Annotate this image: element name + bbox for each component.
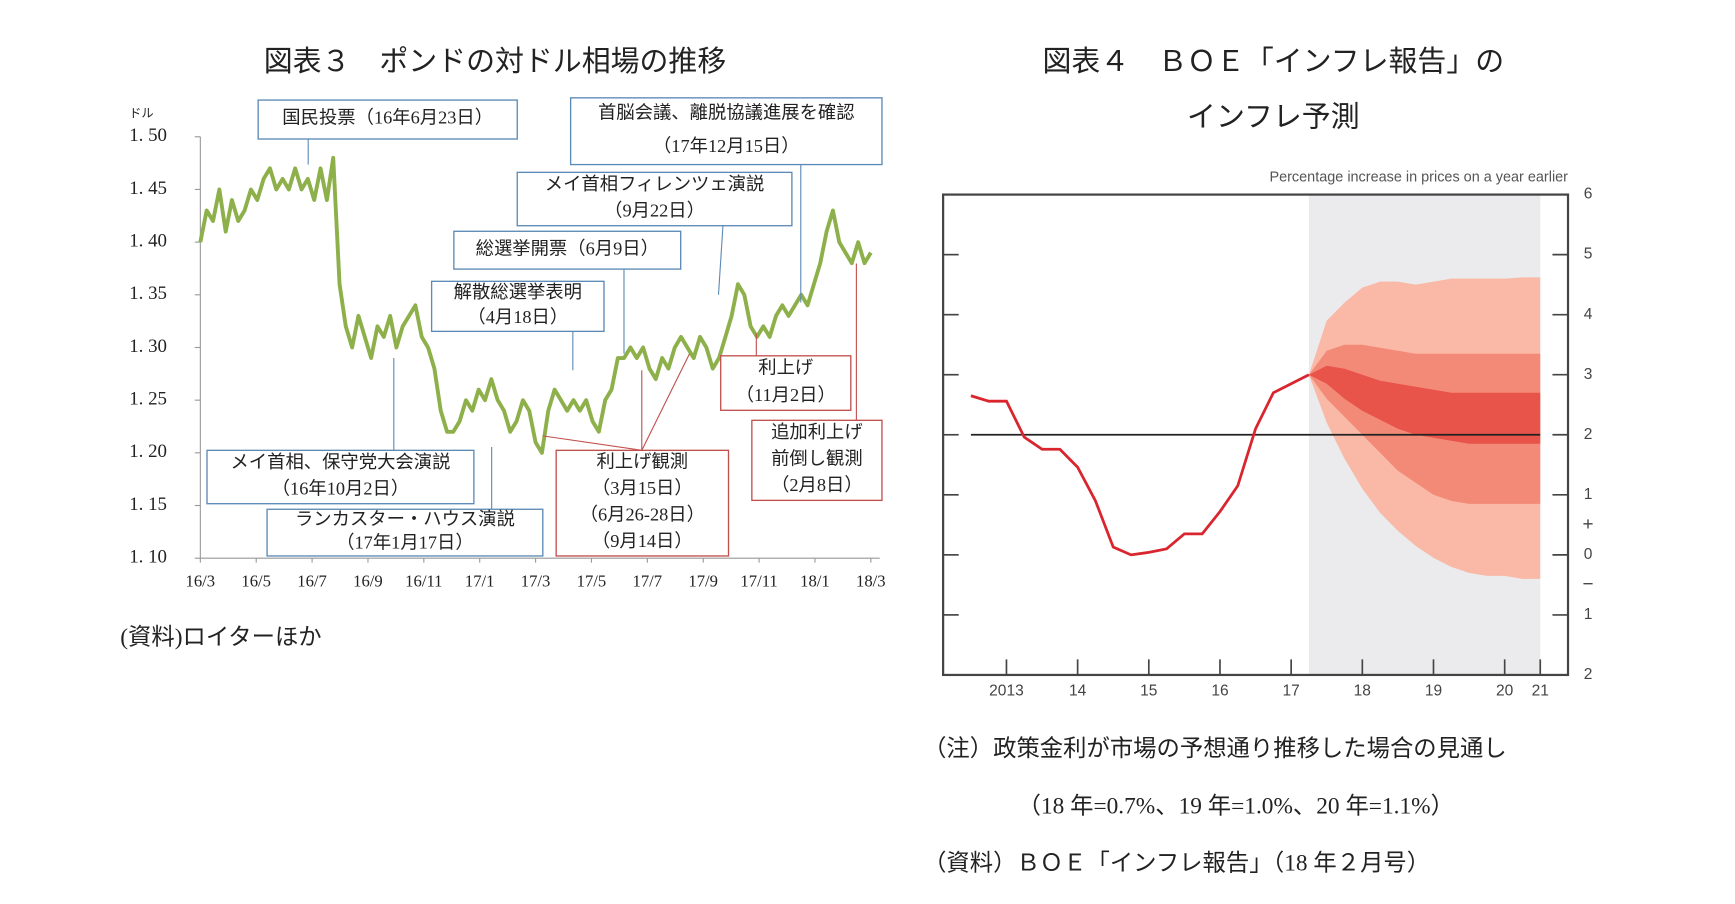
x-tick-label: 20 — [1496, 683, 1514, 700]
annotation-box — [516, 171, 793, 227]
chart-title: インフレ予測 — [1187, 102, 1360, 134]
chart-title: 図表３ ポンドの対ドル相場の推移 — [264, 46, 727, 78]
y-tick-label: 6 — [1584, 186, 1593, 203]
y-tick-label: 1 — [1584, 486, 1593, 503]
x-tick-label: 16 — [1211, 683, 1228, 700]
y-tick-label: 3 — [1584, 366, 1593, 383]
y-tick-label: 1. 45 — [129, 178, 167, 199]
annotation-arrow — [542, 435, 642, 451]
annotation-text: （17年1月17日） — [336, 532, 473, 552]
annotation-text: （3月15日） — [592, 478, 693, 498]
x-tick-label: 17/5 — [577, 571, 607, 590]
price-line — [198, 155, 873, 455]
x-tick-label: 16/11 — [405, 571, 442, 590]
y-tick-label: 1. 20 — [129, 441, 167, 462]
y-tick-label: 1. 15 — [129, 494, 167, 515]
chart-title: 図表４ ＢＯＥ「インフレ報告」の — [1043, 46, 1505, 78]
x-tick-label: 17/9 — [688, 571, 718, 590]
y-tick-label: 1. 25 — [129, 388, 167, 409]
x-tick-label: 17/3 — [521, 571, 551, 590]
x-tick-label: 2013 — [989, 683, 1024, 700]
x-tick-label: 16/5 — [241, 571, 271, 590]
y-tick-label: 2 — [1584, 426, 1593, 443]
x-tick-label: 16/9 — [353, 571, 383, 590]
annotation-text: 解散総選挙表明 — [454, 282, 582, 302]
x-tick-label: 16/7 — [297, 571, 327, 590]
annotation-box — [720, 355, 852, 411]
x-tick-label: 17 — [1283, 683, 1300, 700]
annotation-text: （6月26-28日） — [580, 505, 705, 525]
y-unit: ドル — [129, 106, 153, 120]
annotation-box — [430, 280, 605, 333]
x-tick-label: 17/7 — [633, 571, 663, 590]
x-tick-label: 16/3 — [186, 571, 216, 590]
y-tick-label: 1. 50 — [129, 125, 167, 146]
annotation-text: （17年12月15日） — [653, 136, 800, 156]
y-tick-label: 2 — [1584, 666, 1593, 683]
annotation-box — [266, 508, 544, 557]
annotation-text: ランカスター・ハウス演説 — [295, 509, 515, 529]
annotation-box — [555, 449, 730, 557]
annotation-box — [751, 419, 883, 502]
x-tick-label: 18/3 — [856, 571, 886, 590]
annotation-text: 国民投票（16年6月23日） — [282, 108, 493, 128]
y-tick-label: 4 — [1584, 306, 1593, 323]
x-tick-label: 18 — [1354, 683, 1371, 700]
annotation-text: （16年10月2日） — [272, 479, 409, 499]
annotation-text: （2月8日） — [771, 475, 863, 495]
note: （注）政策金利が市場の予想通り推移した場合の見通し — [923, 735, 1507, 762]
x-tick-label: 18/1 — [800, 571, 830, 590]
note: （18 年=0.7%、19 年=1.0%、20 年=1.1%） — [1018, 793, 1454, 820]
y-tick-label: 1 — [1584, 606, 1593, 623]
fan-band — [1308, 365, 1541, 444]
annotation-arrow — [641, 353, 691, 451]
annotation-box — [257, 99, 518, 140]
note: （資料）ＢＯＥ「インフレ報告」（18 年２月号） — [923, 849, 1430, 876]
y-tick-label: 1. 10 — [129, 547, 167, 568]
subtitle: Percentage increase in prices on a year … — [1269, 170, 1568, 186]
annotation-text: （9月22日） — [604, 201, 705, 221]
annotation-box — [453, 230, 682, 270]
y-tick-label: 1. 30 — [129, 336, 167, 357]
annotation-text: 前倒し観測 — [771, 449, 863, 469]
x-tick-label: 21 — [1532, 683, 1549, 700]
y-tick-label: 5 — [1584, 246, 1593, 263]
y-tick-label: 1. 40 — [129, 230, 167, 251]
annotation-text: （4月18日） — [467, 307, 568, 327]
annotation-text: 総選挙開票（6月9日） — [476, 238, 659, 258]
x-tick-label: 15 — [1140, 683, 1157, 700]
annotation-text: （9月14日） — [592, 531, 693, 551]
annotation-text: メイ首相フィレンツェ演説 — [545, 174, 765, 194]
annotation-box — [569, 97, 883, 166]
annotation-text: メイ首相、保守党大会演説 — [230, 452, 450, 472]
annotation-text: 利上げ — [758, 358, 813, 378]
cpi-line — [970, 373, 1310, 557]
y-tick-label: 0 — [1584, 546, 1593, 563]
annotation-arrow — [717, 225, 724, 295]
annotation-text: 利上げ観測 — [597, 452, 689, 472]
x-tick-label: 14 — [1069, 683, 1087, 700]
source: (資料)ロイターほか — [120, 624, 321, 651]
annotation-text: 首脳会議、離脱協議進展を確認 — [598, 103, 855, 123]
annotation-text: （11月2日） — [736, 385, 836, 405]
annotation-box — [206, 449, 475, 505]
x-tick-label: 19 — [1425, 683, 1442, 700]
annotation-text: 追加利上げ — [771, 422, 863, 442]
x-tick-label: 17/1 — [465, 571, 495, 590]
y-tick-label: 1. 35 — [129, 283, 167, 304]
sign-label: + — [1583, 514, 1594, 535]
x-tick-label: 17/11 — [740, 571, 777, 590]
sign-label: − — [1583, 574, 1594, 595]
